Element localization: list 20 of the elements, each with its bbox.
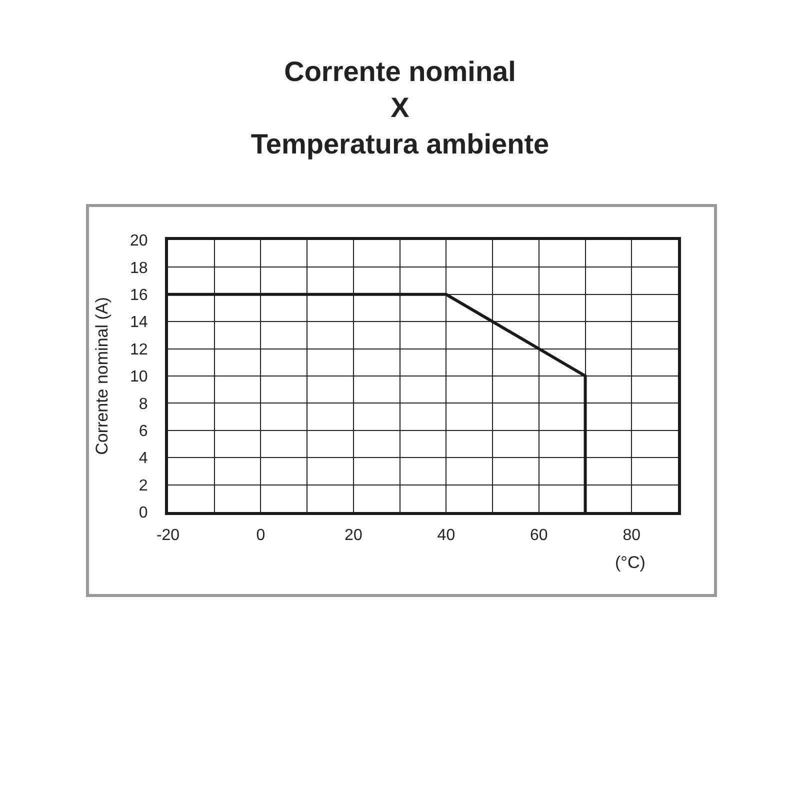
x-tick-label: -20 xyxy=(156,527,180,544)
x-tick-label: 0 xyxy=(256,527,266,544)
y-tick-label: 20 xyxy=(130,232,148,250)
y-tick-label: 14 xyxy=(130,314,148,332)
x-tick-label: 20 xyxy=(344,527,362,544)
x-tick-label: 40 xyxy=(437,527,456,544)
y-tick-label: 0 xyxy=(138,504,148,522)
y-tick-label: 12 xyxy=(130,341,148,358)
y-tick-label: 18 xyxy=(130,260,148,277)
y-tick-label: 16 xyxy=(130,287,148,304)
chart-title: Corrente nominal X Temperatura ambiente xyxy=(250,56,550,160)
y-tick-label: 4 xyxy=(138,450,148,468)
x-tick-label: 80 xyxy=(622,527,641,544)
y-tick-label: 6 xyxy=(138,423,148,440)
x-tick-label: 60 xyxy=(530,527,548,544)
x-axis-title: (°C) xyxy=(615,553,646,572)
y-tick-label: 10 xyxy=(130,368,148,386)
y-axis-title: Corrente nominal (A) xyxy=(92,297,112,455)
y-tick-label: 8 xyxy=(138,396,148,413)
y-tick-label: 2 xyxy=(138,477,148,494)
